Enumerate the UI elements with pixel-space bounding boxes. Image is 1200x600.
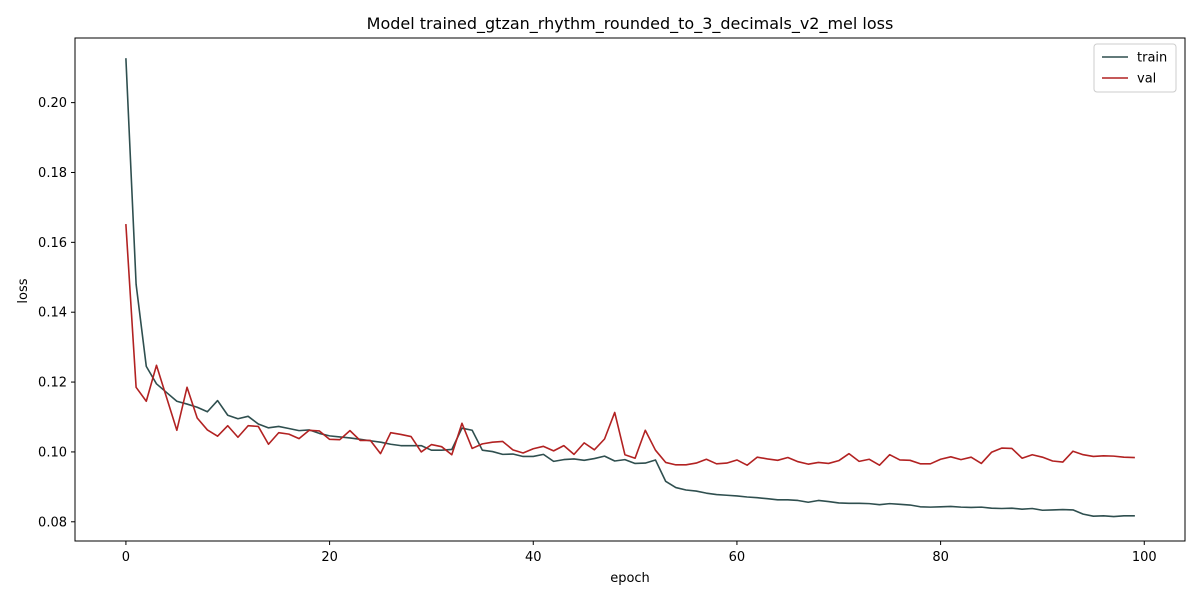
x-tick-label: 60 — [729, 550, 746, 565]
legend: train val — [1093, 43, 1177, 93]
x-axis-label: epoch — [610, 571, 650, 586]
axes-frame — [74, 37, 1186, 542]
y-tick-label: 0.12 — [38, 376, 67, 391]
series-line-train — [125, 58, 1135, 518]
y-tick-label: 0.16 — [38, 236, 67, 251]
y-tick-label: 0.14 — [38, 306, 67, 321]
x-tick-label: 100 — [1132, 550, 1157, 565]
y-tick-label: 0.10 — [38, 445, 67, 460]
chart-title: Model trained_gtzan_rhythm_rounded_to_3_… — [367, 14, 894, 34]
plot-area: 0 20 40 60 80 100 0.08 0.10 0.12 0.14 0.16 0.18 0.20 — [38, 37, 1186, 565]
x-tick-label: 80 — [932, 550, 949, 565]
x-tick-label: 20 — [321, 550, 338, 565]
legend-label-val: val — [1137, 72, 1156, 87]
series-line-val — [125, 224, 1135, 467]
y-tick-label: 0.18 — [38, 166, 67, 181]
x-tick-label: 0 — [122, 550, 130, 565]
y-tick-label: 0.20 — [38, 96, 67, 111]
legend-box — [1093, 43, 1177, 93]
y-tick-label: 0.08 — [38, 515, 67, 530]
legend-label-train: train — [1137, 51, 1167, 66]
x-tick-label: 40 — [525, 550, 542, 565]
y-axis-label: loss — [16, 278, 31, 303]
